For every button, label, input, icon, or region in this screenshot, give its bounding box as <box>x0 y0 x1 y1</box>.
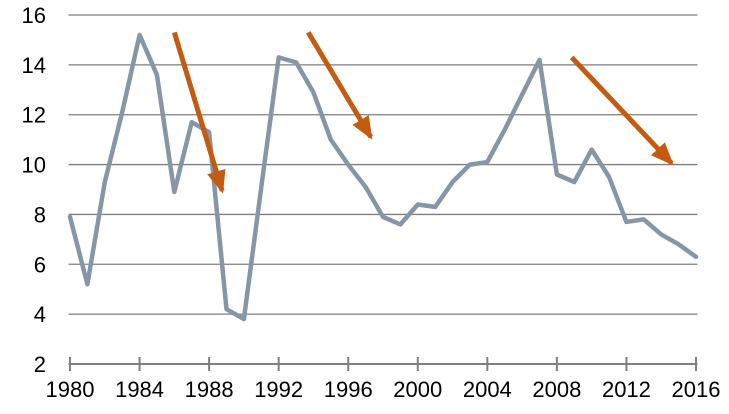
y-tick-label: 6 <box>34 252 46 277</box>
trend-arrow <box>171 31 226 194</box>
x-tick-label: 1992 <box>254 377 303 402</box>
trend-arrow <box>569 55 674 166</box>
x-tick-label: 1996 <box>324 377 373 402</box>
x-tick-label: 2012 <box>602 377 651 402</box>
x-tick-label: 1980 <box>46 377 95 402</box>
y-tick-label: 14 <box>22 53 46 78</box>
y-tick-label: 4 <box>34 302 46 327</box>
x-tick-label: 2000 <box>393 377 442 402</box>
x-tick-label: 1984 <box>115 377 164 402</box>
y-tick-label: 10 <box>22 153 46 178</box>
y-tick-label: 12 <box>22 103 46 128</box>
y-tick-label: 16 <box>22 3 46 28</box>
x-tick-label: 2004 <box>463 377 512 402</box>
data-line-growth-rate <box>67 32 699 322</box>
x-tick-label: 2008 <box>532 377 581 402</box>
x-tick-label: 2016 <box>672 377 721 402</box>
x-tick-label: 1988 <box>185 377 234 402</box>
y-tick-label: 2 <box>34 352 46 377</box>
y-tick-label: 8 <box>34 202 46 227</box>
trend-arrow <box>306 31 373 140</box>
